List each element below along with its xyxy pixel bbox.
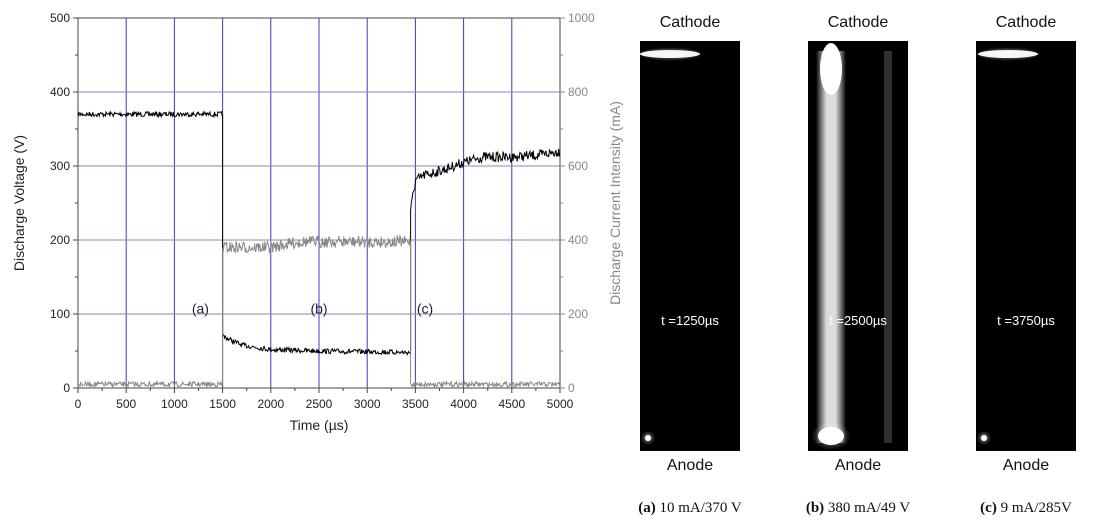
x-tick-label: 3000	[354, 397, 381, 411]
y-tick-label-right: 600	[568, 159, 588, 173]
discharge-photo: t =1250µs	[640, 41, 740, 451]
x-tick-label: 4000	[450, 397, 477, 411]
photo-time-label: t =3750µs	[997, 313, 1055, 328]
x-tick-label: 4500	[498, 397, 525, 411]
discharge-photo: t =2500µs	[808, 41, 908, 451]
caption-letter: (b)	[805, 500, 825, 516]
cathode-label: Cathode	[995, 14, 1057, 31]
caption-text: 10 mA/370 V	[655, 500, 742, 516]
photo-time-label: t =2500µs	[829, 313, 887, 328]
y-tick-label-left: 0	[63, 381, 70, 395]
discharge-glow-image	[811, 43, 892, 450]
y-tick-label-right: 200	[568, 307, 588, 321]
region-annotation: (c)	[417, 301, 433, 317]
x-tick-label: 2000	[257, 397, 284, 411]
annotation-layer: (a) (b) (c)	[192, 301, 433, 317]
x-tick-label: 1500	[209, 397, 236, 411]
discharge-chart: 0 500 1000 1500 2000 2500 3000 3500 4000 4500 5000…	[11, 11, 623, 433]
y-tick-label-left: 100	[50, 307, 70, 321]
region-annotation: (a)	[192, 301, 209, 317]
x-axis-label: Time (µs)	[290, 417, 349, 433]
caption-letter: (a)	[638, 500, 656, 516]
y-tick-label-right: 0	[568, 381, 575, 395]
caption-letter: (c)	[980, 500, 997, 516]
caption-text: 380 mA/49 V	[824, 500, 911, 516]
series-layer	[77, 110, 561, 389]
y-tick-label-left: 400	[50, 85, 70, 99]
photo-caption: (b) 380 mA/49 V	[793, 500, 923, 517]
y-axis-label-right: Discharge Current Intensity (mA)	[607, 101, 623, 305]
anode-label: Anode	[1002, 457, 1050, 474]
y-tick-label-left: 500	[50, 11, 70, 25]
anode-label: Anode	[834, 457, 882, 474]
voltage-series-line	[77, 110, 561, 357]
y-tick-label-right: 400	[568, 233, 588, 247]
x-tick-label: 0	[75, 397, 82, 411]
region-annotation: (b)	[310, 301, 327, 317]
photo-caption: (c) 9 mA/285V	[961, 500, 1091, 517]
x-tick-label: 5000	[547, 397, 574, 411]
x-tick-label: 500	[116, 397, 136, 411]
x-tick-label: 1000	[161, 397, 188, 411]
x-tick-label: 2500	[306, 397, 333, 411]
anode-label: Anode	[666, 457, 714, 474]
y-tick-label-left: 200	[50, 233, 70, 247]
ticks-layer: 0 500 1000 1500 2000 2500 3000 3500 4000 4500 5000…	[50, 11, 595, 411]
discharge-glow-image	[640, 47, 704, 445]
y-tick-label-left: 300	[50, 159, 70, 173]
grid-layer	[78, 18, 560, 388]
photo-time-label: t =1250µs	[661, 313, 719, 328]
cathode-label: Cathode	[827, 14, 889, 31]
caption-text: 9 mA/285V	[996, 500, 1072, 516]
x-tick-label: 3500	[402, 397, 429, 411]
photo-caption: (a) 10 mA/370 V	[625, 500, 755, 517]
cathode-label: Cathode	[659, 14, 721, 31]
y-tick-label-right: 1000	[568, 11, 595, 25]
y-axis-label-left: Discharge Voltage (V)	[11, 135, 27, 271]
discharge-glow-image	[976, 47, 1042, 445]
current-series-line	[77, 234, 561, 389]
discharge-photo: t =3750µs	[976, 41, 1076, 451]
y-tick-label-right: 800	[568, 85, 588, 99]
